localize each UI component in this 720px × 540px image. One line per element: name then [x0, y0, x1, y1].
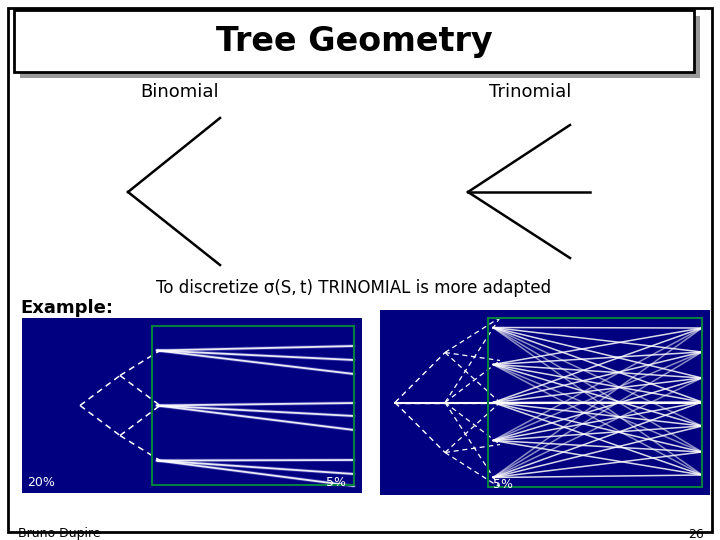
Text: 5%: 5%	[326, 476, 346, 489]
Text: Binomial: Binomial	[140, 83, 220, 101]
Bar	[20, 16, 700, 78]
Text: 5%: 5%	[493, 478, 513, 491]
Text: Bruno Dupire: Bruno Dupire	[18, 528, 101, 540]
Text: 26: 26	[688, 528, 704, 540]
Bar	[22, 318, 362, 493]
Text: Tree Geometry: Tree Geometry	[216, 24, 492, 57]
Bar	[14, 10, 694, 72]
Bar	[488, 318, 702, 487]
Text: Trinomial: Trinomial	[489, 83, 571, 101]
Text: Example:: Example:	[20, 299, 113, 317]
Bar	[152, 326, 354, 485]
Bar	[380, 310, 710, 495]
Text: 20%: 20%	[27, 476, 55, 489]
Text: To discretize σ(S, t) TRINOMIAL is more adapted: To discretize σ(S, t) TRINOMIAL is more …	[156, 279, 552, 297]
